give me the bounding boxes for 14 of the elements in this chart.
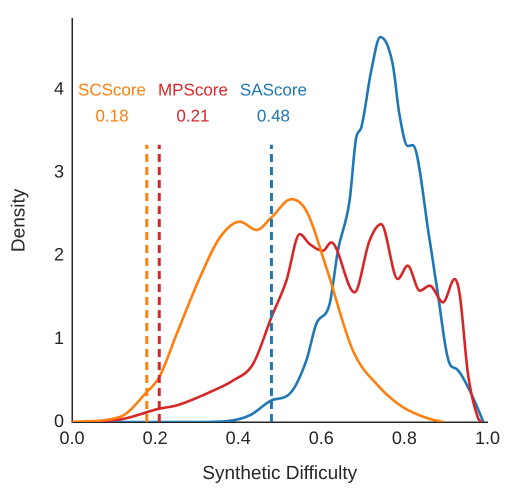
x-tick-label: 0.4	[226, 428, 251, 448]
x-tick-label: 0.8	[392, 428, 417, 448]
ref-line-label: SAScore 0.48	[240, 80, 308, 126]
y-tick-label: 3	[54, 162, 64, 182]
x-tick-label: 0.6	[308, 428, 334, 448]
ref-line-label: MPScore 0.21	[158, 80, 228, 126]
x-tick-label: 1.0	[474, 428, 500, 448]
y-tick-label: 1	[54, 328, 64, 348]
y-tick-label: 4	[54, 78, 64, 98]
y-tick-label: 2	[54, 244, 64, 265]
ref-line-label: SCScore 0.18	[78, 80, 146, 126]
x-axis-title: Synthetic Difficulty	[202, 462, 358, 484]
y-axis-title: Density	[8, 188, 30, 252]
x-tick-label: 0.2	[142, 428, 168, 448]
